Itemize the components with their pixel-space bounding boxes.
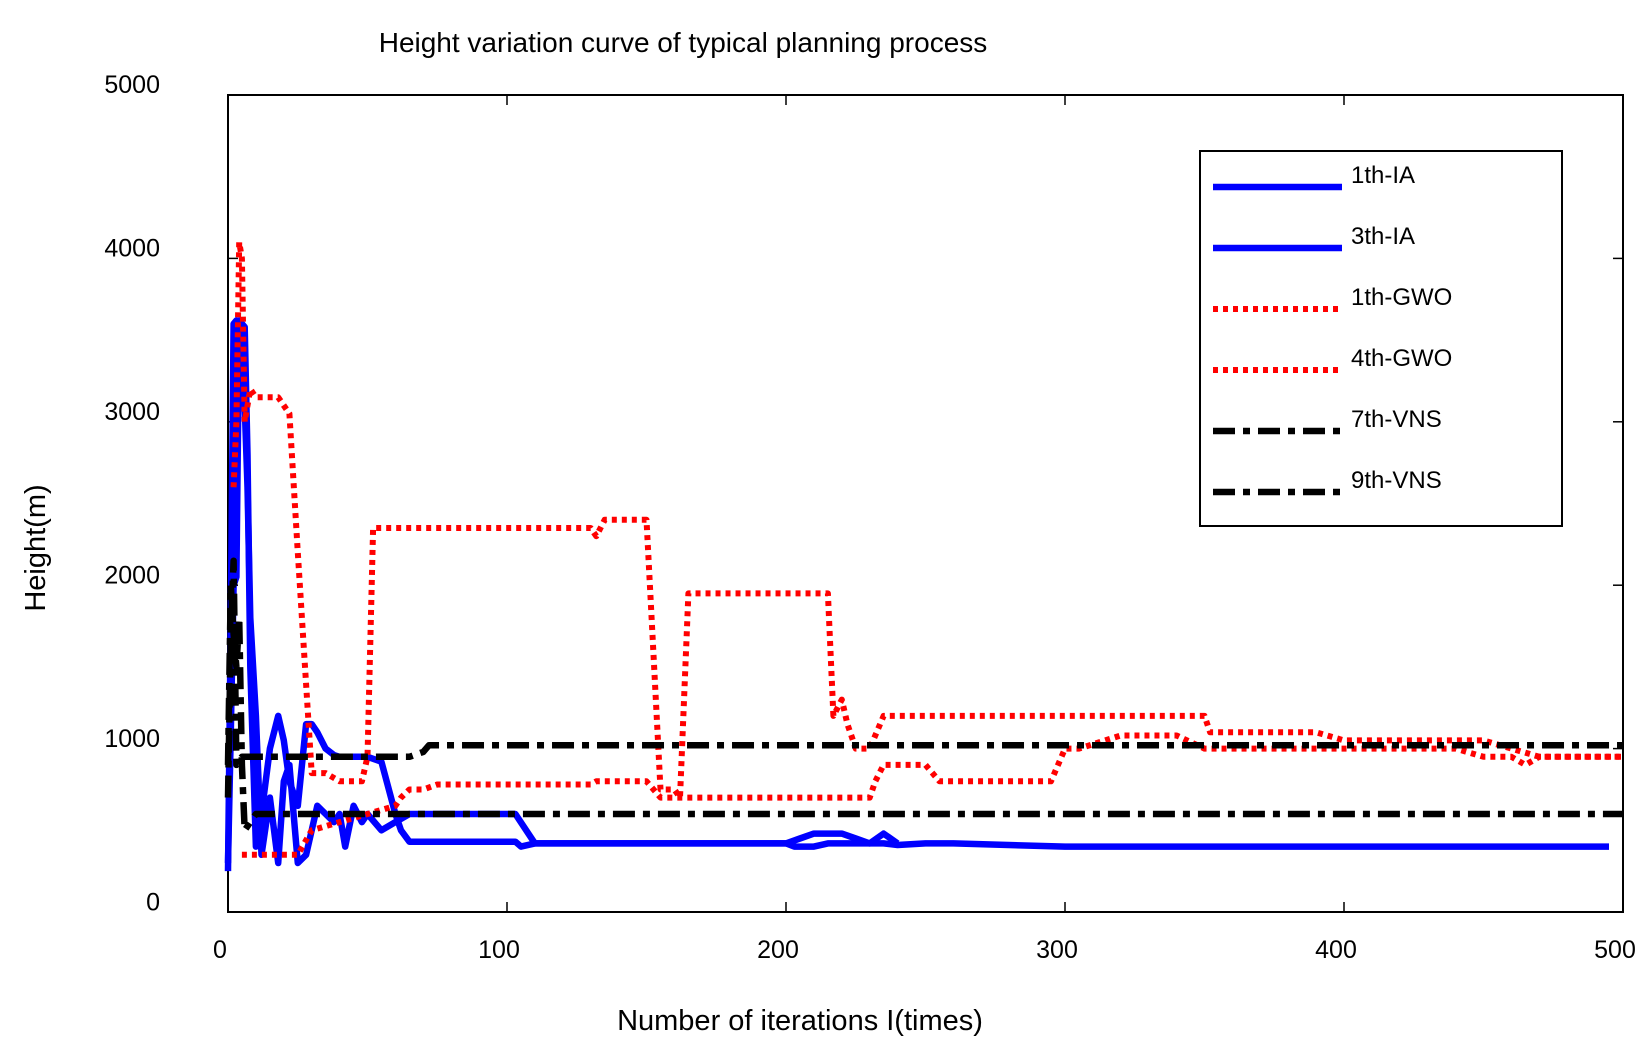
series-line-9th-vns [224,581,1623,834]
legend-label: 7th-VNS [1351,406,1442,433]
y-tick-label: 0 [146,889,160,917]
y-tick-label: 2000 [104,562,160,590]
legend: 1th-IA 3th-IA 1th-GWO 4th-GWO 7th-VNS 9th-VNS [1199,150,1563,527]
legend-label: 3th-IA [1351,223,1415,250]
chart-title: Height variation curve of typical planni… [379,27,988,58]
x-tick-label: 400 [1315,936,1357,964]
series-line-1th-gwo [230,239,1623,801]
y-tick-label: 5000 [104,71,160,99]
series-line-3th-ia [224,317,900,872]
y-tick-label: 3000 [104,398,160,426]
x-tick-label: 200 [757,936,799,964]
legend-label: 1th-IA [1351,162,1415,189]
series-group [224,239,1623,872]
y-tick-label: 4000 [104,235,160,263]
x-axis-label: Number of iterations I(times) [617,1005,983,1037]
legend-label: 4th-GWO [1351,345,1452,372]
legend-box [1199,150,1563,527]
x-tick-label: 0 [213,936,227,964]
x-tick-label: 500 [1594,936,1636,964]
y-axis-label: Height(m) [20,484,52,611]
y-tick-label: 1000 [104,725,160,753]
legend-label: 1th-GWO [1351,284,1452,311]
series-line-4th-gwo [241,732,1623,858]
x-tick-label: 300 [1036,936,1078,964]
x-tick-label: 100 [478,936,520,964]
legend-label: 9th-VNS [1351,467,1442,494]
